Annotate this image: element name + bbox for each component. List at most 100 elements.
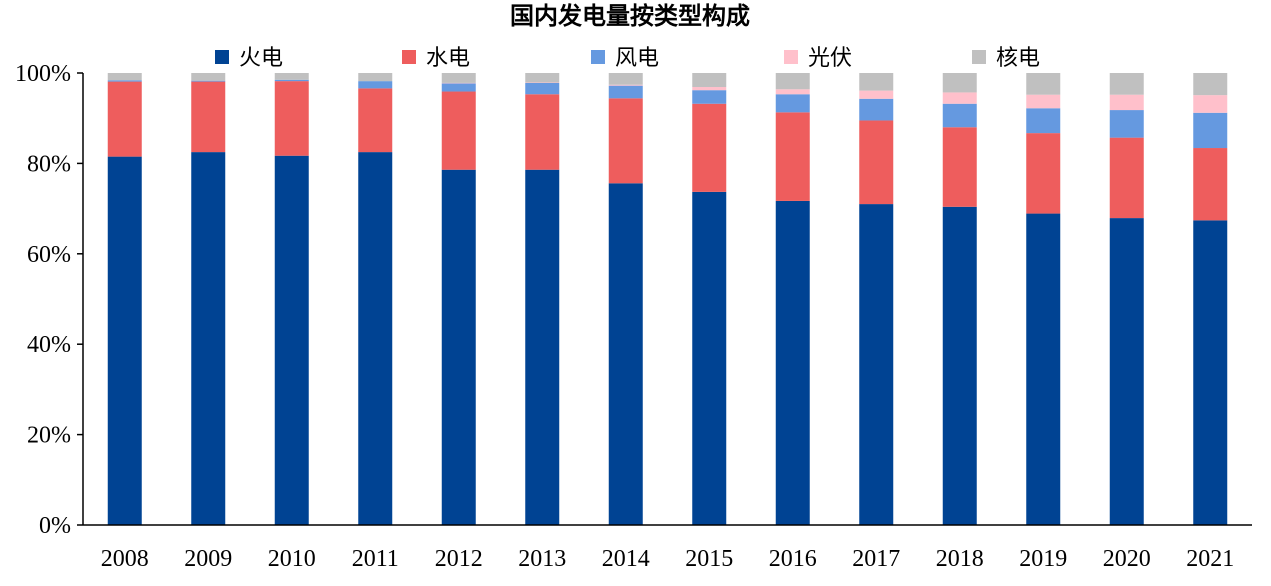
bar-2019-series-3 bbox=[1026, 94, 1061, 109]
bars bbox=[107, 73, 1228, 526]
bar-2014-series-1 bbox=[608, 98, 643, 184]
x-tick-label: 2008 bbox=[101, 546, 149, 572]
bar-2012-series-1 bbox=[441, 91, 476, 170]
bar-2010-series-1 bbox=[274, 81, 309, 156]
bar-2015-series-4 bbox=[692, 73, 727, 88]
bar-2017-series-1 bbox=[859, 120, 894, 205]
y-tick-label: 40% bbox=[27, 332, 71, 358]
bar-2011-series-4 bbox=[358, 73, 393, 82]
bar-2019-series-0 bbox=[1026, 213, 1061, 525]
bar-2015-series-3 bbox=[692, 87, 727, 91]
y-tick-label: 20% bbox=[27, 423, 71, 449]
bar-2016-series-3 bbox=[775, 89, 810, 95]
bar-2019-series-4 bbox=[1026, 73, 1061, 95]
x-tick-label: 2016 bbox=[769, 546, 817, 572]
x-tick-label: 2012 bbox=[435, 546, 483, 572]
bar-2010-series-0 bbox=[274, 155, 309, 525]
bar-2008-series-2 bbox=[107, 80, 142, 82]
bar-2013-series-2 bbox=[525, 82, 560, 95]
bar-2021-series-3 bbox=[1193, 95, 1228, 113]
bar-2011-series-2 bbox=[358, 81, 393, 89]
x-tick-label: 2014 bbox=[602, 546, 650, 572]
y-axis-ticks: 0% 20% 40% 60% 80% 100% bbox=[15, 61, 83, 539]
y-tick-label: 100% bbox=[15, 61, 71, 87]
legend-label-4: 核电 bbox=[996, 46, 1040, 71]
x-tick-label: 2009 bbox=[184, 546, 232, 572]
legend-swatch-3 bbox=[784, 50, 798, 64]
x-tick-label: 2010 bbox=[268, 546, 316, 572]
bar-2020-series-4 bbox=[1109, 73, 1144, 95]
x-tick-label: 2017 bbox=[852, 546, 900, 572]
bar-2015-series-2 bbox=[692, 90, 727, 104]
bar-2009-series-2 bbox=[191, 80, 226, 82]
legend-swatch-1 bbox=[402, 50, 416, 64]
legend: 火电 水电 风电 光伏 核电 bbox=[215, 46, 1040, 71]
bar-2017-series-2 bbox=[859, 98, 894, 121]
bar-2013-series-1 bbox=[525, 94, 560, 170]
bar-2012-series-0 bbox=[441, 169, 476, 525]
bar-2018-series-3 bbox=[942, 92, 977, 104]
bar-2011-series-0 bbox=[358, 152, 393, 525]
bar-2020-series-2 bbox=[1109, 110, 1144, 138]
bar-2014-series-0 bbox=[608, 183, 643, 525]
bar-2012-series-2 bbox=[441, 83, 476, 92]
y-tick-label: 80% bbox=[27, 151, 71, 177]
bar-2018-series-0 bbox=[942, 206, 977, 526]
x-tick-label: 2018 bbox=[936, 546, 984, 572]
bar-2017-series-4 bbox=[859, 73, 894, 91]
legend-swatch-0 bbox=[215, 50, 229, 64]
bar-2014-series-2 bbox=[608, 85, 643, 99]
bar-2020-series-1 bbox=[1109, 137, 1144, 219]
legend-label-2: 风电 bbox=[615, 46, 659, 71]
x-tick-label: 2020 bbox=[1103, 546, 1151, 572]
bar-2010-series-2 bbox=[274, 79, 309, 82]
x-tick-label: 2019 bbox=[1019, 546, 1067, 572]
bar-2014-series-3 bbox=[608, 84, 643, 86]
bar-2012-series-4 bbox=[441, 73, 476, 83]
bar-2019-series-2 bbox=[1026, 108, 1061, 134]
bar-2009-series-0 bbox=[191, 152, 226, 525]
bar-2021-series-1 bbox=[1193, 148, 1228, 221]
bar-2021-series-0 bbox=[1193, 220, 1228, 526]
legend-label-1: 水电 bbox=[426, 46, 470, 71]
bar-2018-series-1 bbox=[942, 127, 977, 207]
bar-2010-series-4 bbox=[274, 73, 309, 80]
bar-2008-series-4 bbox=[107, 73, 142, 81]
axes bbox=[82, 73, 1252, 526]
bar-2021-series-2 bbox=[1193, 112, 1228, 149]
bar-2016-series-4 bbox=[775, 73, 810, 90]
bar-2015-series-0 bbox=[692, 191, 727, 525]
bar-2017-series-0 bbox=[859, 204, 894, 525]
bar-2018-series-4 bbox=[942, 73, 977, 93]
bar-2011-series-1 bbox=[358, 88, 393, 153]
bar-2013-series-4 bbox=[525, 73, 560, 83]
bar-2018-series-2 bbox=[942, 103, 977, 128]
legend-swatch-4 bbox=[972, 50, 986, 64]
bar-2021-series-4 bbox=[1193, 73, 1228, 96]
chart-title: 国内发电量按类型构成 bbox=[510, 1, 750, 30]
bar-2019-series-1 bbox=[1026, 133, 1061, 214]
bar-2020-series-3 bbox=[1109, 94, 1144, 111]
x-axis-ticks: 2008 2009 2010 2011 2012 2013 2014 2015 2016 2017… bbox=[101, 546, 1235, 572]
x-tick-label: 2011 bbox=[352, 546, 399, 572]
y-tick-label: 0% bbox=[39, 513, 71, 539]
bar-2009-series-4 bbox=[191, 73, 226, 81]
x-tick-label: 2015 bbox=[685, 546, 733, 572]
bar-2015-series-1 bbox=[692, 103, 727, 192]
bar-2016-series-2 bbox=[775, 94, 810, 113]
bar-2009-series-1 bbox=[191, 81, 226, 153]
bar-2013-series-0 bbox=[525, 169, 560, 525]
y-tick-label: 60% bbox=[27, 242, 71, 268]
x-tick-label: 2013 bbox=[518, 546, 566, 572]
bar-2008-series-0 bbox=[107, 156, 142, 525]
bar-2008-series-1 bbox=[107, 81, 142, 157]
bar-2020-series-0 bbox=[1109, 218, 1144, 526]
bar-2016-series-1 bbox=[775, 112, 810, 201]
bar-2016-series-0 bbox=[775, 200, 810, 525]
legend-label-0: 火电 bbox=[239, 46, 283, 71]
bar-2014-series-4 bbox=[608, 73, 643, 85]
legend-label-3: 光伏 bbox=[808, 46, 852, 71]
x-tick-label: 2021 bbox=[1186, 546, 1234, 572]
bar-2017-series-3 bbox=[859, 90, 894, 99]
